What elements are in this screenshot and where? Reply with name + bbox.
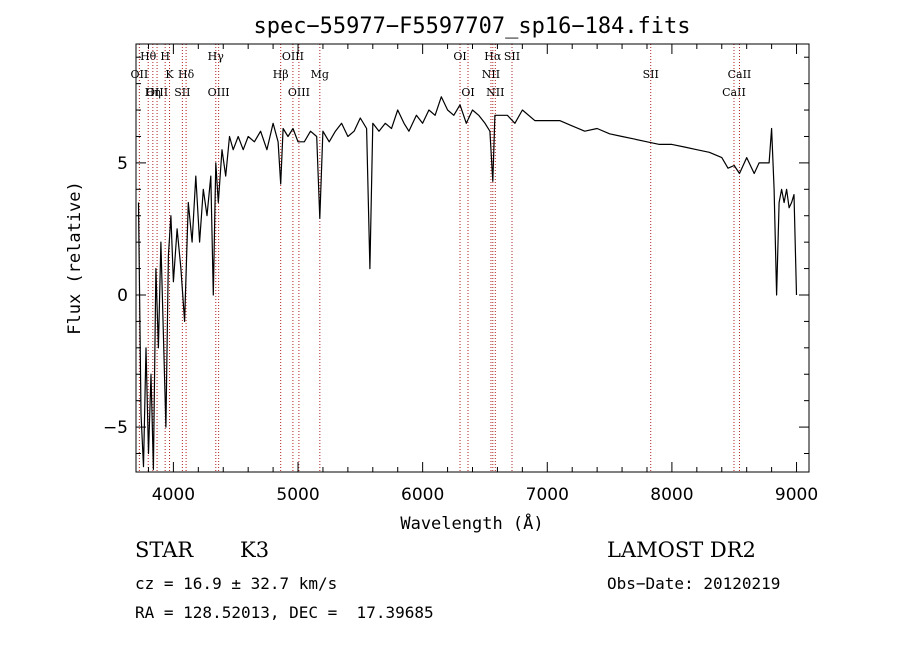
spectral-line-label-15: OI	[461, 86, 474, 99]
spectral-line-label-22: CaII	[728, 68, 752, 81]
spectral-line-label-8: Hγ	[208, 50, 225, 63]
obs-date: Obs−Date: 20120219	[607, 574, 781, 593]
spectral-line-label-3: Hη	[145, 86, 161, 99]
spectral-line-label-6: Hδ	[178, 68, 195, 81]
spectral-line-label-1: Hθ	[140, 50, 157, 63]
spectral-line-label-2: OIII	[146, 86, 168, 99]
coordinates: RA = 128.52013, DEC = 17.39685	[135, 603, 434, 622]
x-tick-label-5: 9000	[775, 485, 818, 505]
spectrum-trace-0	[137, 96, 798, 470]
plot-frame	[135, 43, 810, 473]
spectral-line-label-9: OIII	[208, 86, 230, 99]
spectral-line-label-20: SII	[643, 68, 659, 81]
survey-name: LAMOST DR2	[607, 538, 756, 562]
x-tick-label-1: 5000	[276, 485, 319, 505]
spectral-line-label-5: K	[165, 68, 174, 81]
spectral-line-label-4: H	[160, 50, 170, 63]
spectral-line-label-7: SII	[174, 86, 190, 99]
y-axis-label: Flux (relative)	[65, 181, 85, 335]
y-tick-label-1: 0	[117, 286, 128, 306]
x-tick-label-3: 7000	[526, 485, 569, 505]
spectral-line-label-17: NII	[482, 68, 500, 81]
spectral-line-label-13: Mg	[311, 68, 329, 81]
x-axis-label: Wavelength (Å)	[400, 512, 543, 534]
axes: 4000 5000 6000 7000 8000 9000 −5 0 5	[103, 44, 818, 505]
spectral-line-label-21: CaII	[722, 86, 746, 99]
spectral-line-label-0: OII	[131, 68, 149, 81]
x-tick-label-0: 4000	[152, 485, 195, 505]
spectral-line-label-11: OIII	[282, 50, 304, 63]
spectral-line-label-18: NII	[486, 86, 504, 99]
redshift-readout: cz = 16.9 ± 32.7 km/s	[135, 574, 338, 593]
spectral-line-label-12: OIII	[288, 86, 310, 99]
chart-title: spec−55977−F5597707_sp16−184.fits	[253, 14, 690, 39]
spectral-line-label-14: OI	[453, 50, 466, 63]
spectral-line-label-16: Hα	[484, 50, 502, 63]
spectral-line-label-10: Hβ	[273, 68, 289, 81]
object-class: STAR	[135, 538, 194, 562]
x-tick-label-2: 6000	[401, 485, 444, 505]
y-tick-label-0: −5	[103, 418, 128, 438]
y-tick-label-2: 5	[117, 154, 128, 174]
spectrum-series	[137, 96, 798, 470]
x-tick-label-4: 8000	[650, 485, 693, 505]
subclass: K3	[240, 538, 270, 562]
spectral-line-label-19: SII	[504, 50, 520, 63]
